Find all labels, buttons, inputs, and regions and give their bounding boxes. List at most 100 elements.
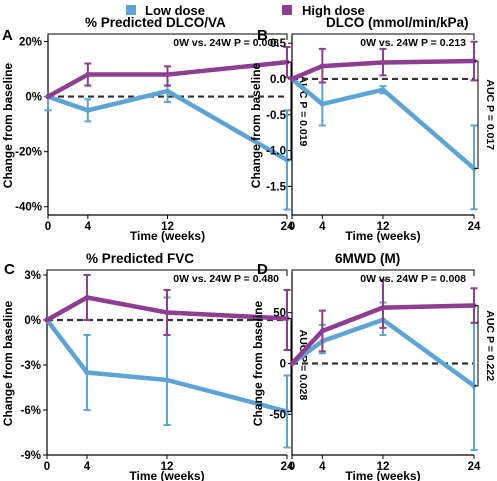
chart-title: 6MWD (M) bbox=[335, 251, 400, 266]
panel-letter: D bbox=[257, 261, 268, 278]
panel-letter: A bbox=[2, 27, 13, 44]
x-axis-label: Time (weeks) bbox=[345, 469, 420, 481]
annotation-top-bracket: 0W vs. 24W P = 0.008 bbox=[291, 269, 475, 285]
x-tick-label: 4 bbox=[319, 221, 326, 233]
y-tick-label: -1.0 bbox=[266, 146, 286, 158]
data-point bbox=[289, 360, 295, 367]
data-point bbox=[85, 107, 91, 113]
x-axis-label: Time (weeks) bbox=[129, 469, 204, 481]
annotation-top-bracket: 0W vs. 24W P = 0.480 bbox=[46, 269, 288, 285]
series-low-dose bbox=[44, 296, 291, 449]
data-point bbox=[85, 71, 91, 78]
y-tick-label: -3% bbox=[21, 360, 41, 372]
panel-letter: B bbox=[257, 27, 268, 44]
bracket-line bbox=[291, 33, 475, 40]
panel-letter: C bbox=[4, 261, 15, 278]
series-line bbox=[289, 317, 477, 389]
series-line bbox=[289, 76, 477, 171]
x-tick-label: 4 bbox=[319, 461, 326, 473]
x-tick-label: 12 bbox=[377, 221, 390, 233]
y-tick-label: 0.0 bbox=[270, 74, 286, 86]
legend-label: High dose bbox=[302, 3, 365, 18]
y-axis-label: Change from baseline bbox=[249, 63, 263, 189]
series-high-dose bbox=[289, 40, 478, 84]
y-tick-label: -40% bbox=[15, 202, 42, 214]
series-high-dose bbox=[289, 279, 478, 367]
x-tick-label: 12 bbox=[161, 461, 174, 473]
y-tick-label: -1.5 bbox=[266, 181, 286, 193]
x-tick-label: 4 bbox=[84, 461, 91, 473]
annotation-top-bracket: 0W vs. 24W P = 0.213 bbox=[291, 33, 475, 49]
y-tick-label: 3% bbox=[24, 270, 41, 282]
data-point bbox=[84, 369, 90, 376]
chart-title: % Predicted FVC bbox=[86, 251, 194, 266]
chart-title: DLCO (mmol/min/kPa) bbox=[326, 15, 469, 30]
series-line bbox=[44, 295, 290, 323]
annotation-side-bracket: AUC P = 0.017 bbox=[474, 60, 496, 169]
x-tick-label: 12 bbox=[377, 461, 390, 473]
x-tick-label: 0 bbox=[44, 461, 50, 473]
series-line bbox=[45, 88, 290, 163]
data-point bbox=[319, 328, 325, 334]
chart-title: % Predicted DLCO/VA bbox=[85, 15, 226, 30]
data-point bbox=[380, 304, 386, 311]
data-point bbox=[84, 294, 90, 301]
data-point bbox=[380, 87, 386, 93]
data-point bbox=[380, 59, 386, 66]
y-tick-label: 20% bbox=[19, 37, 42, 49]
annotation-top-bracket: 0W vs. 24W P = 0.008 bbox=[47, 33, 288, 49]
data-point bbox=[45, 93, 51, 100]
series-low-dose bbox=[289, 76, 478, 211]
annotation-top-label: 0W vs. 24W P = 0.480 bbox=[173, 273, 279, 285]
annotation-top-label: 0W vs. 24W P = 0.213 bbox=[360, 37, 466, 49]
y-tick-label: 0.5 bbox=[270, 38, 287, 50]
series-line bbox=[289, 58, 477, 82]
series-line bbox=[289, 303, 477, 366]
bracket-line bbox=[47, 33, 288, 40]
annotation-side-label: AUC P = 0.017 bbox=[484, 79, 496, 150]
legend-swatch bbox=[282, 5, 292, 15]
legend-swatch bbox=[126, 5, 136, 15]
bracket-line bbox=[287, 61, 292, 161]
y-axis-label: Change from baseline bbox=[1, 301, 15, 427]
x-tick-label: 24 bbox=[281, 221, 294, 233]
panel-d: D 6MWD (M) 50 0 -50 0 4 12 24 Time (weeks) Change … bbox=[251, 251, 496, 481]
x-axis-label: Time (weeks) bbox=[130, 229, 205, 243]
data-point bbox=[319, 63, 325, 69]
legend: Low dose High dose bbox=[126, 3, 365, 18]
x-tick-label: 0 bbox=[289, 461, 295, 473]
data-point bbox=[164, 71, 171, 78]
bracket-line bbox=[474, 60, 479, 169]
annotation-top-label: 0W vs. 24W P = 0.008 bbox=[173, 37, 279, 49]
data-point bbox=[164, 88, 171, 94]
y-axis-label: Change from baseline bbox=[251, 301, 265, 427]
bracket-line bbox=[474, 305, 479, 387]
y-tick-label: 0 bbox=[280, 359, 286, 371]
data-point bbox=[164, 309, 170, 316]
x-tick-label: 4 bbox=[85, 221, 92, 233]
y-tick-label: -0.5 bbox=[266, 110, 286, 122]
annotation-top-label: 0W vs. 24W P = 0.008 bbox=[360, 273, 466, 285]
data-point bbox=[44, 317, 50, 323]
annotation-side-label: AUC P = 0.222 bbox=[484, 310, 496, 381]
y-tick-label: -6% bbox=[21, 405, 41, 417]
x-axis-label: Time (weeks) bbox=[345, 229, 420, 243]
bracket-line bbox=[291, 269, 475, 276]
series-line bbox=[45, 59, 290, 99]
y-tick-label: 0% bbox=[24, 315, 41, 327]
legend-label: Low dose bbox=[145, 3, 205, 18]
y-tick-label: 0% bbox=[25, 92, 42, 104]
x-tick-label: 0 bbox=[289, 221, 295, 233]
x-tick-label: 24 bbox=[281, 461, 294, 473]
x-tick-label: 24 bbox=[468, 221, 481, 233]
series-line bbox=[44, 317, 290, 414]
y-axis-label: Change from baseline bbox=[1, 63, 15, 189]
y-tick-label: -20% bbox=[15, 147, 42, 159]
series-high-dose bbox=[44, 274, 291, 351]
data-point bbox=[319, 101, 325, 107]
y-tick-label: -50 bbox=[269, 409, 286, 421]
